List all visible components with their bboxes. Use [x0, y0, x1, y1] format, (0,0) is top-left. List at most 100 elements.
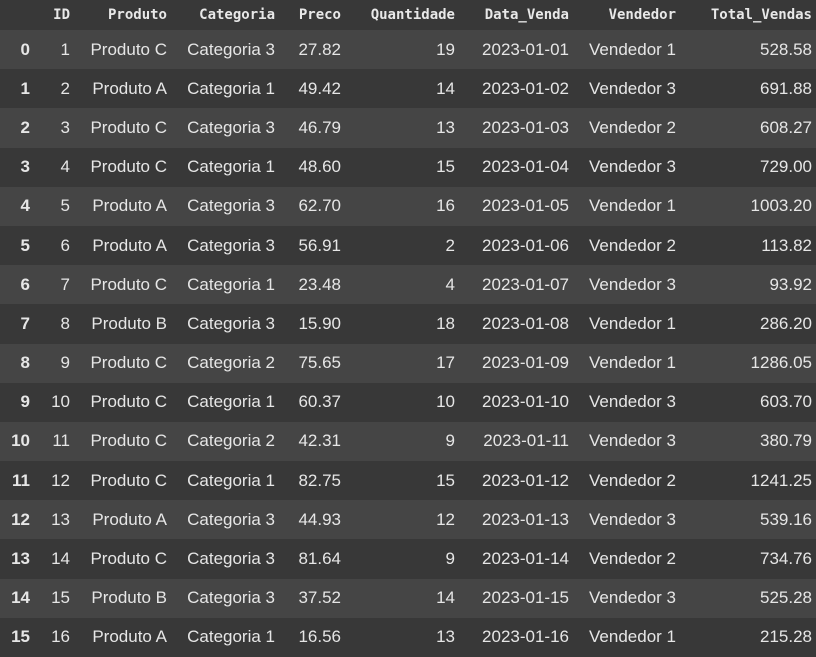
- cell-quantidade: 18: [436, 313, 455, 333]
- cell-id: 3: [60, 117, 70, 137]
- cell-id: 14: [51, 549, 70, 569]
- table-row: 15 16 Produto A Categoria 1 16.56 13 2023-01-1…: [0, 617, 816, 657]
- table-row: 4 5 Produto A Categoria 3 62.70 16 2023-01-05 V…: [0, 186, 816, 226]
- cell-vendedor: Vendedor 3: [589, 509, 676, 529]
- cell-preco: 37.52: [298, 588, 341, 608]
- cell-quantidade: 10: [436, 392, 455, 412]
- cell-data-venda: 2023-01-04: [482, 157, 569, 177]
- cell-categoria: Categoria 3: [187, 588, 275, 608]
- cell-id: 7: [60, 274, 70, 294]
- cell-produto: Produto C: [90, 431, 167, 451]
- cell-categoria: Categoria 1: [187, 392, 275, 412]
- row-index: 11: [12, 470, 30, 490]
- cell-produto: Produto C: [90, 353, 167, 373]
- cell-categoria: Categoria 3: [187, 196, 275, 216]
- table-row: 13 14 Produto C Categoria 3 81.64 9 2023-01-14…: [0, 539, 816, 579]
- cell-categoria: Categoria 3: [187, 117, 275, 137]
- cell-produto: Produto C: [90, 39, 167, 59]
- cell-categoria: Categoria 1: [187, 78, 275, 98]
- cell-produto: Produto A: [92, 235, 167, 255]
- cell-total-vendas: 608.27: [760, 117, 812, 137]
- cell-categoria: Categoria 3: [187, 313, 275, 333]
- row-index: 5: [20, 235, 30, 255]
- cell-categoria: Categoria 2: [187, 431, 275, 451]
- cell-total-vendas: 93.92: [769, 274, 812, 294]
- row-index: 4: [20, 196, 30, 216]
- cell-preco: 42.31: [298, 431, 341, 451]
- row-index: 10: [11, 431, 30, 451]
- row-index: 9: [20, 392, 30, 412]
- cell-preco: 49.42: [298, 78, 341, 98]
- cell-produto: Produto C: [90, 117, 167, 137]
- cell-vendedor: Vendedor 3: [589, 431, 676, 451]
- table-row: 8 9 Produto C Categoria 2 75.65 17 2023-01-09 V…: [0, 343, 816, 383]
- cell-categoria: Categoria 3: [187, 509, 275, 529]
- cell-id: 6: [60, 235, 70, 255]
- cell-produto: Produto B: [91, 313, 167, 333]
- cell-preco: 46.79: [298, 117, 341, 137]
- column-header-produto: Produto: [107, 7, 167, 23]
- cell-quantidade: 4: [445, 274, 455, 294]
- cell-vendedor: Vendedor 1: [589, 196, 676, 216]
- cell-id: 15: [51, 588, 70, 608]
- row-index: 2: [20, 117, 30, 137]
- cell-produto: Produto A: [92, 196, 167, 216]
- cell-categoria: Categoria 3: [187, 549, 275, 569]
- row-index: 7: [20, 313, 30, 333]
- cell-vendedor: Vendedor 2: [589, 117, 676, 137]
- cell-quantidade: 14: [436, 78, 455, 98]
- table-row: 7 8 Produto B Categoria 3 15.90 18 2023-01-08 V…: [0, 304, 816, 344]
- table-row: 11 12 Produto C Categoria 1 82.75 15 2023-01-1…: [0, 461, 816, 501]
- cell-preco: 81.64: [298, 549, 341, 569]
- cell-total-vendas: 539.16: [760, 509, 812, 529]
- column-header-id: ID: [53, 7, 70, 23]
- table-row: 14 15 Produto B Categoria 3 37.52 14 2023-01-1…: [0, 578, 816, 618]
- cell-data-venda: 2023-01-02: [482, 78, 569, 98]
- row-index: 3: [20, 157, 30, 177]
- table-header: ID Produto Categoria Preco Quantidade Da…: [0, 0, 816, 30]
- cell-quantidade: 17: [436, 353, 455, 373]
- cell-quantidade: 13: [436, 627, 455, 647]
- cell-categoria: Categoria 3: [187, 235, 275, 255]
- row-index: 14: [11, 588, 30, 608]
- table-row: 9 10 Produto C Categoria 1 60.37 10 2023-01-10…: [0, 382, 816, 422]
- cell-vendedor: Vendedor 3: [589, 78, 676, 98]
- cell-id: 11: [52, 431, 70, 451]
- table-row: 5 6 Produto A Categoria 3 56.91 2 2023-01-06 Ve…: [0, 225, 816, 266]
- cell-vendedor: Vendedor 3: [589, 392, 676, 412]
- index-header: [0, 0, 38, 30]
- row-index: 6: [20, 274, 30, 294]
- row-index: 8: [20, 353, 30, 373]
- cell-data-venda: 2023-01-15: [482, 588, 569, 608]
- cell-id: 5: [60, 196, 70, 216]
- column-header-total-vendas: Total_Vendas: [710, 7, 812, 23]
- cell-data-venda: 2023-01-08: [482, 313, 569, 333]
- cell-categoria: Categoria 2: [187, 353, 275, 373]
- cell-vendedor: Vendedor 2: [589, 549, 676, 569]
- cell-total-vendas: 528.58: [760, 39, 812, 59]
- table-body: 0 1 Produto C Categoria 3 27.82 19 2023-01-01 V…: [0, 30, 816, 657]
- cell-quantidade: 14: [436, 588, 455, 608]
- cell-id: 9: [60, 353, 70, 373]
- cell-id: 13: [51, 509, 70, 529]
- cell-total-vendas: 525.28: [760, 588, 812, 608]
- cell-categoria: Categoria 1: [187, 157, 275, 177]
- cell-preco: 27.82: [298, 39, 341, 59]
- cell-vendedor: Vendedor 2: [589, 470, 676, 490]
- cell-produto: Produto A: [92, 627, 167, 647]
- cell-vendedor: Vendedor 3: [589, 157, 676, 177]
- cell-total-vendas: 603.70: [760, 392, 812, 412]
- table-row: 0 1 Produto C Categoria 3 27.82 19 2023-01-01 V…: [0, 30, 816, 70]
- cell-preco: 60.37: [298, 392, 341, 412]
- cell-produto: Produto C: [90, 392, 167, 412]
- row-index: 1: [20, 78, 30, 98]
- cell-total-vendas: 380.79: [760, 431, 812, 451]
- cell-produto: Produto B: [91, 588, 167, 608]
- cell-id: 1: [60, 39, 70, 59]
- cell-data-venda: 2023-01-13: [482, 509, 569, 529]
- row-index: 15: [11, 627, 30, 647]
- cell-produto: Produto C: [90, 549, 167, 569]
- column-header-quantidade: Quantidade: [370, 7, 455, 23]
- cell-preco: 23.48: [298, 274, 341, 294]
- cell-categoria: Categoria 3: [187, 39, 275, 59]
